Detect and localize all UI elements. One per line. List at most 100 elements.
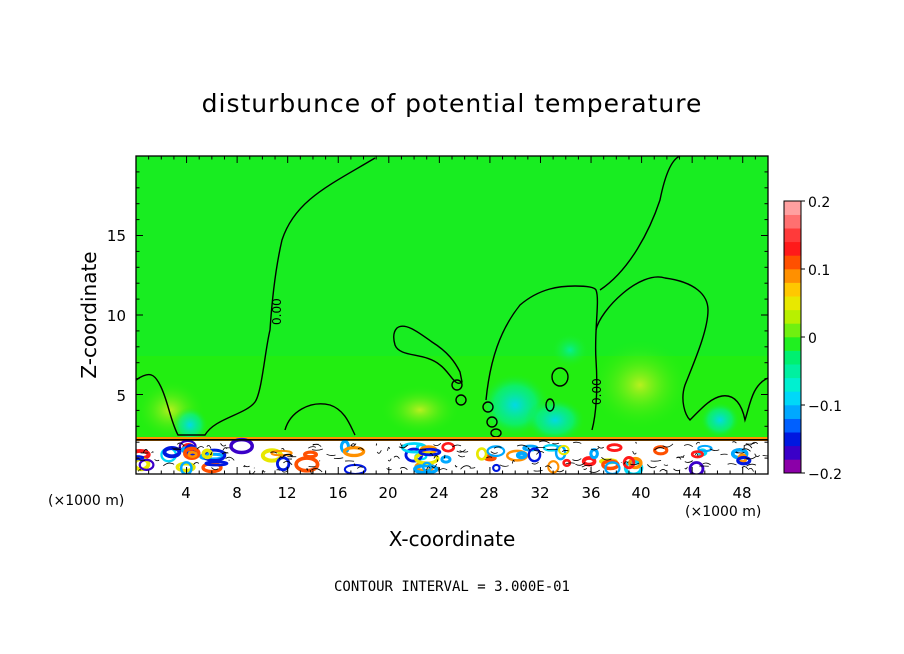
turbulence-contour [281,453,294,459]
turbulence-contour [459,450,469,453]
turbulence-contour [469,467,476,469]
colorbar-segment [784,296,801,311]
turbulence-contour [754,453,760,457]
turbulence-contour [281,447,285,451]
boundary-layer-top-line [136,439,768,441]
x-tick-label: 40 [631,484,650,502]
turbulence-contour [623,461,629,465]
turbulence-contour [545,465,552,469]
turbulence-patch [476,447,488,461]
turbulence-patch [413,463,439,474]
colorbar-segment [784,214,801,229]
turbulence-contour [176,442,185,447]
turbulence-patch [138,458,155,471]
turbulence-contour [516,444,528,448]
turbulence-contour [429,452,433,456]
turbulence-patch [486,445,506,458]
turbulence-contour [499,464,509,467]
turbulence-contour [677,456,684,459]
upper-field-tint [136,156,768,356]
turbulence-patch [697,444,713,453]
turbulence-contour [353,463,356,467]
zero-contour-loop [392,325,463,384]
turbulence-patch [628,456,643,470]
turbulence-patch [183,446,201,461]
turbulence-contour [262,470,266,473]
x-tick-label: 4 [181,484,191,502]
turbulence-contour [635,441,637,444]
turbulence-contour [581,464,593,468]
cool-anomaly-center2 [525,398,585,442]
turbulence-patch [440,455,452,464]
zero-contour-mid [284,403,356,436]
colorbar-tick-label: −0.2 [808,467,842,483]
turbulence-contour [589,469,600,473]
turbulence-contour [659,469,666,472]
turbulence-contour [283,461,293,466]
turbulent-layer [136,437,768,474]
turbulence-contour [695,441,701,445]
colorbar-segment [784,201,801,215]
x-axis-label: X-coordinate [389,527,516,551]
x-tick-label: 12 [277,484,296,502]
turbulence-contour [243,465,246,468]
cool-anomaly-upper [550,332,590,368]
chart-title: disturbunce of potential temperature [202,89,703,118]
x-tick-label: 8 [232,484,242,502]
x-tick-label: 28 [479,484,498,502]
turbulence-contour [326,453,336,456]
small-contour-7 [545,398,555,412]
turbulence-contour [139,459,146,462]
turbulence-contour [750,441,759,446]
turbulence-contour [350,443,357,447]
turbulence-contour [743,444,753,449]
turbulence-contour [486,456,493,459]
turbulence-contour [683,444,693,448]
turbulence-patch [557,444,570,456]
warm-anomaly-right [590,340,690,430]
turbulence-contour [561,450,569,452]
turbulence-contour [398,444,409,449]
turbulence-contour [276,469,280,471]
y-tick-label: 15 [107,227,126,245]
turbulence-contour [746,463,757,467]
turbulence-patch [736,455,752,466]
turbulence-contour [597,445,604,449]
colorbar-segment [784,418,801,433]
small-contour-4 [486,416,498,428]
turbulence-contour [702,462,711,466]
turbulence-contour [646,464,657,469]
turbulence-patch [527,447,542,463]
turbulence-contour [745,442,755,445]
colorbar-segment [784,228,801,243]
y-axis-label: Z-coordinate [77,251,101,378]
turbulence-patch [441,441,456,453]
turbulence-contour [419,448,427,451]
turbulence-contour [243,465,250,468]
turbulence-contour [663,464,669,466]
small-contour-6 [551,367,569,387]
turbulence-contour [308,446,316,449]
contour-interval-note: CONTOUR INTERVAL = 3.000E-01 [334,579,570,595]
x-tick-label: 48 [732,484,751,502]
turbulence-contour [709,448,720,452]
colorbar-tick-label: 0.1 [808,263,830,279]
turbulence-contour [142,449,149,454]
x-tick-label: 36 [581,484,600,502]
turbulence-contour [732,441,737,444]
turbulence-patch [492,463,501,473]
turbulence-contour [572,458,582,461]
turbulence-contour [433,442,442,447]
turbulence-contour [393,455,400,459]
contour-label-right: 0.00 [590,378,604,405]
turbulence-contour [454,464,458,468]
turbulence-contour [684,466,688,470]
colorbar-segment [784,269,801,283]
turbulence-contour [196,446,204,450]
colorbar-segment [784,282,801,297]
x-tick-labels: 4 8 12 16 20 24 28 32 36 40 44 48 [181,484,751,502]
turbulence-contour [741,448,751,452]
y-tick-labels: 5 10 15 [107,227,126,405]
turbulence-contour [193,462,200,465]
